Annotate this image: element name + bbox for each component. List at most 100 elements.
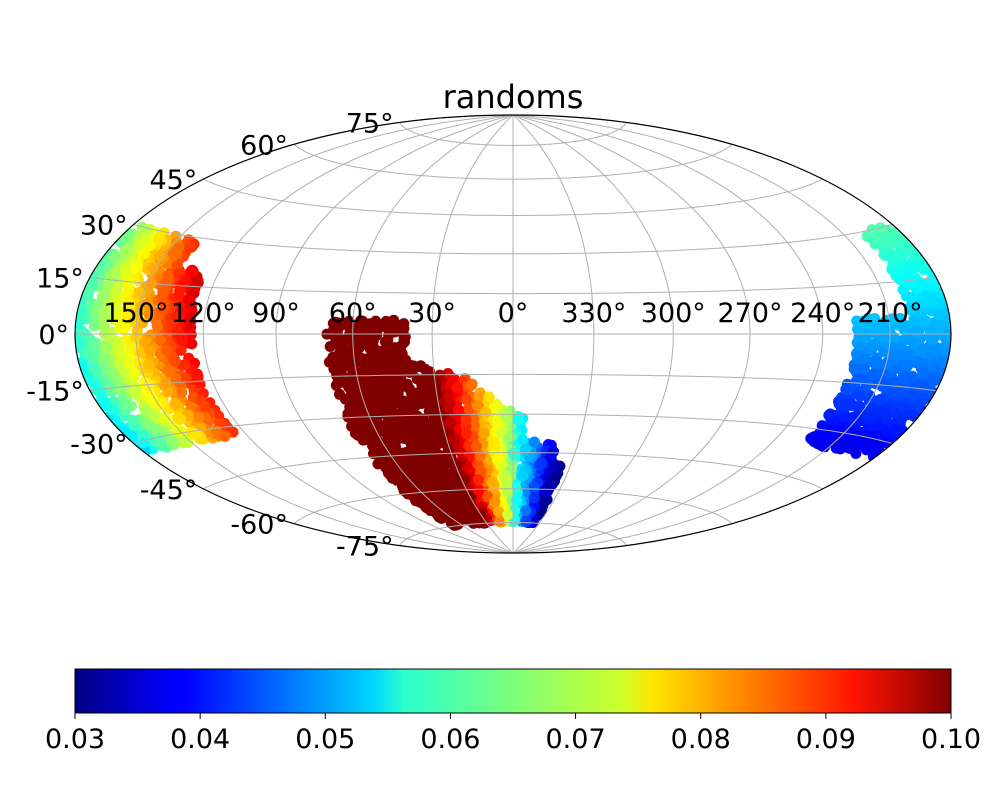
- data-point: [492, 452, 504, 464]
- lat-tick-label: 30°: [80, 211, 128, 242]
- data-point: [384, 455, 396, 467]
- data-point: [158, 304, 170, 316]
- data-point: [173, 289, 185, 300]
- data-point: [334, 388, 345, 400]
- data-point: [392, 353, 404, 365]
- data-point: [88, 320, 100, 332]
- data-point: [155, 398, 167, 409]
- data-point: [170, 310, 182, 322]
- data-point: [935, 320, 947, 332]
- data-point: [169, 397, 181, 409]
- data-point: [517, 434, 529, 446]
- data-point: [934, 287, 946, 299]
- data-point: [186, 427, 198, 439]
- data-point: [520, 515, 532, 527]
- data-point: [158, 286, 170, 298]
- data-point: [99, 352, 110, 364]
- data-point: [174, 413, 186, 425]
- data-point: [874, 394, 886, 405]
- colorbar-tick-label: 0.06: [420, 724, 480, 755]
- data-point: [390, 434, 402, 446]
- data-point: [122, 285, 134, 297]
- data-point: [335, 343, 347, 355]
- data-point: [97, 290, 109, 302]
- data-point: [445, 417, 457, 429]
- data-point: [517, 470, 529, 482]
- data-point: [850, 448, 862, 459]
- data-point: [460, 428, 472, 440]
- data-point: [99, 309, 110, 321]
- lat-tick-label: -45°: [140, 475, 198, 506]
- data-point: [872, 358, 884, 370]
- data-point: [86, 279, 98, 291]
- data-point: [918, 393, 930, 405]
- data-point: [90, 382, 102, 394]
- data-point: [901, 409, 913, 421]
- lon-tick-label: 30°: [408, 298, 456, 329]
- data-point: [143, 358, 155, 370]
- data-point: [84, 298, 96, 310]
- data-point: [381, 382, 393, 394]
- data-point: [123, 242, 135, 254]
- data-point: [907, 390, 919, 402]
- data-point: [884, 234, 896, 246]
- data-point: [480, 406, 492, 418]
- data-point: [382, 426, 394, 438]
- data-point: [179, 359, 191, 371]
- data-point: [184, 242, 196, 254]
- data-point: [336, 364, 348, 376]
- data-point: [112, 295, 124, 307]
- data-point: [451, 381, 463, 393]
- data-point: [148, 410, 160, 422]
- data-point: [185, 315, 197, 327]
- data-point: [109, 266, 121, 278]
- data-point: [161, 344, 173, 356]
- data-point: [348, 421, 360, 433]
- data-point: [908, 277, 920, 289]
- graticule-grid: [75, 114, 951, 554]
- lat-tick-label: 15°: [36, 263, 84, 294]
- data-point: [402, 431, 414, 443]
- data-point: [167, 436, 179, 448]
- data-point: [90, 366, 102, 378]
- data-point: [528, 481, 540, 493]
- data-point: [917, 367, 929, 379]
- data-point: [416, 496, 428, 508]
- data-point: [848, 363, 860, 375]
- colorbar-tick-label: 0.10: [921, 724, 981, 755]
- data-point: [75, 336, 87, 348]
- data-point: [126, 414, 138, 426]
- data-point: [502, 509, 514, 521]
- data-point: [421, 468, 433, 480]
- lon-tick-label: 60°: [329, 298, 377, 329]
- data-point: [840, 383, 852, 395]
- data-point: [366, 435, 378, 447]
- data-point: [155, 436, 167, 448]
- data-point: [473, 474, 484, 486]
- data-point: [137, 317, 148, 329]
- data-point: [888, 424, 900, 436]
- colorbar: 0.03 0.04 0.05 0.06 0.07 0.08 0.09 0.10: [45, 668, 981, 755]
- data-point: [399, 336, 410, 348]
- data-point: [852, 437, 864, 449]
- data-point: [388, 326, 400, 338]
- data-point: [888, 352, 900, 364]
- colorbar-ticks: 0.03 0.04 0.05 0.06 0.07 0.08 0.09 0.10: [45, 713, 981, 755]
- lon-tick-label: 90°: [252, 298, 300, 329]
- data-point: [379, 336, 391, 348]
- colorbar-gradient: [74, 668, 952, 714]
- data-point: [453, 404, 464, 416]
- data-point: [401, 361, 413, 373]
- data-point: [471, 441, 482, 452]
- data-point: [160, 276, 172, 288]
- data-point: [106, 404, 118, 416]
- data-point: [483, 391, 495, 403]
- data-point: [158, 411, 170, 423]
- data-point: [898, 372, 910, 384]
- data-point: [192, 374, 204, 386]
- data-point: [144, 344, 156, 356]
- data-point: [460, 393, 472, 405]
- data-point: [486, 476, 498, 488]
- data-point: [405, 417, 417, 428]
- data-point: [489, 496, 501, 508]
